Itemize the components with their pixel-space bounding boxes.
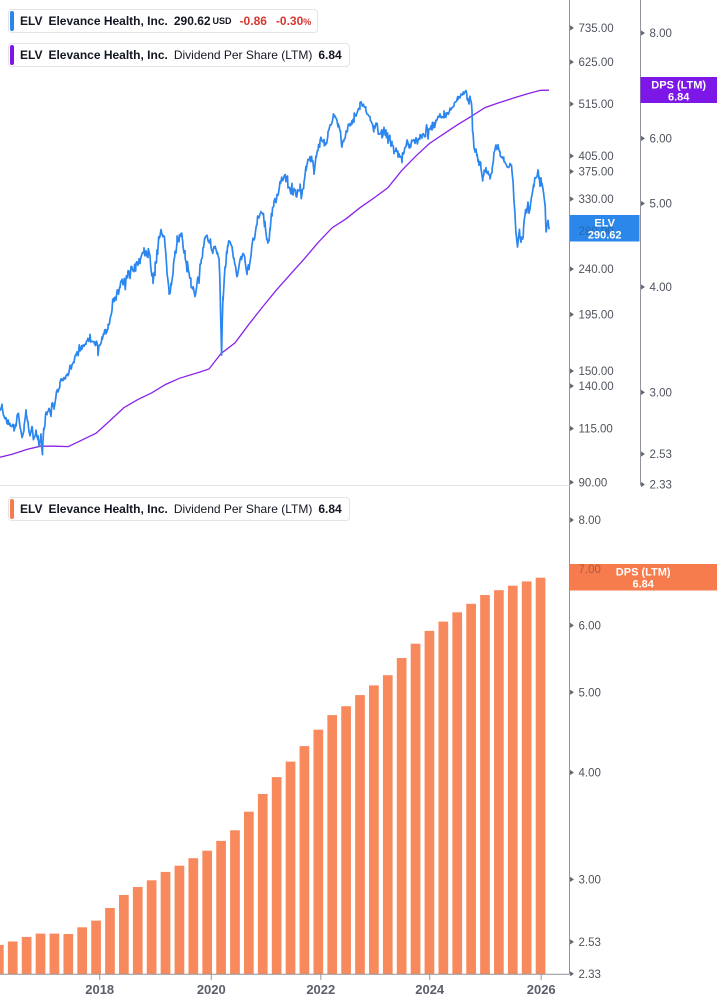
svg-text:6.00: 6.00 [579, 620, 601, 632]
svg-text:2.33: 2.33 [579, 969, 601, 981]
svg-text:3.00: 3.00 [579, 874, 601, 886]
svg-text:2024: 2024 [415, 982, 445, 997]
svg-text:7.00: 7.00 [579, 564, 601, 576]
svg-text:90.00: 90.00 [579, 477, 608, 489]
svg-text:2018: 2018 [85, 982, 114, 997]
svg-text:2.33: 2.33 [650, 480, 672, 492]
svg-text:515.00: 515.00 [579, 99, 614, 111]
svg-text:375.00: 375.00 [579, 167, 614, 179]
svg-text:6.84: 6.84 [668, 91, 690, 103]
svg-text:2.53: 2.53 [579, 937, 601, 949]
svg-text:2022: 2022 [306, 982, 335, 997]
svg-text:625.00: 625.00 [579, 57, 614, 69]
svg-text:8.00: 8.00 [650, 28, 672, 40]
svg-text:5.00: 5.00 [579, 687, 601, 699]
svg-text:115.00: 115.00 [579, 424, 613, 436]
svg-text:ELV: ELV [594, 218, 615, 230]
svg-text:290.62: 290.62 [588, 230, 622, 242]
svg-text:5.00: 5.00 [650, 199, 672, 211]
svg-text:2.53: 2.53 [650, 449, 672, 461]
svg-text:6.00: 6.00 [650, 133, 672, 145]
svg-text:150.00: 150.00 [579, 366, 614, 378]
svg-text:4.00: 4.00 [579, 768, 601, 780]
svg-text:240.00: 240.00 [579, 264, 614, 276]
svg-text:6.84: 6.84 [632, 579, 654, 591]
svg-text:2020: 2020 [197, 982, 226, 997]
svg-text:DPS (LTM): DPS (LTM) [651, 79, 706, 91]
svg-text:735.00: 735.00 [579, 23, 614, 35]
svg-text:280.00: 280.00 [579, 226, 614, 238]
svg-text:8.00: 8.00 [579, 515, 601, 527]
svg-text:2026: 2026 [527, 982, 556, 997]
svg-text:3.00: 3.00 [650, 387, 672, 399]
svg-text:405.00: 405.00 [579, 151, 614, 163]
svg-text:140.00: 140.00 [579, 381, 614, 393]
svg-text:330.00: 330.00 [579, 194, 614, 206]
svg-text:4.00: 4.00 [650, 282, 672, 294]
svg-text:195.00: 195.00 [579, 310, 614, 322]
svg-text:DPS (LTM): DPS (LTM) [616, 567, 671, 579]
